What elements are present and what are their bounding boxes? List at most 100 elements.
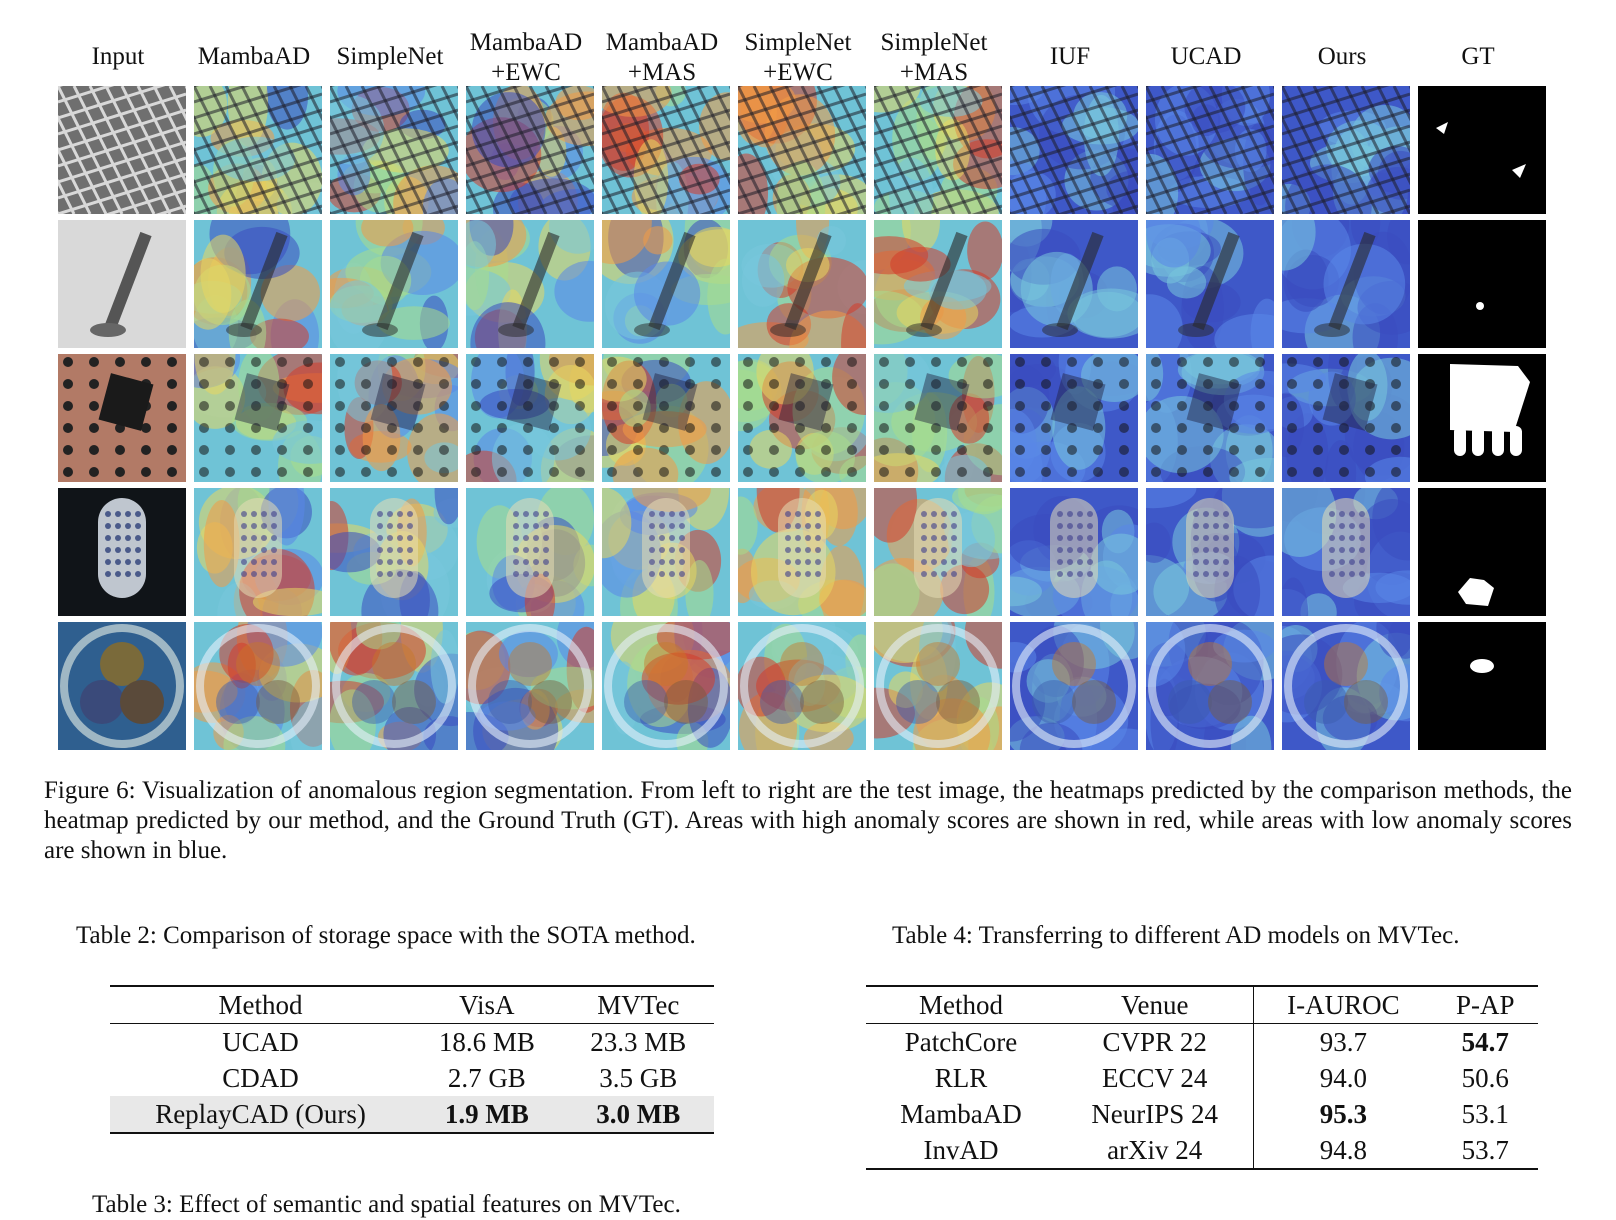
anomaly-heatmap <box>330 488 458 616</box>
table4-header: Venue <box>1056 986 1255 1024</box>
anomaly-heatmap <box>738 622 866 750</box>
anomaly-heatmap <box>874 354 1002 482</box>
anomaly-heatmap <box>466 488 594 616</box>
anomaly-heatmap-graphic <box>602 622 730 750</box>
anomaly-heatmap-graphic <box>466 622 594 750</box>
anomaly-heatmap <box>194 622 322 750</box>
anomaly-heatmap-graphic <box>1146 488 1274 616</box>
anomaly-heatmap <box>1146 354 1274 482</box>
anomaly-heatmap <box>330 622 458 750</box>
table2-header: MVTec <box>562 986 714 1024</box>
anomaly-heatmap-graphic <box>1282 488 1410 616</box>
table2-header: VisA <box>411 986 563 1024</box>
anomaly-heatmap <box>1282 622 1410 750</box>
ground-truth-mask <box>1418 86 1546 214</box>
anomaly-heatmap <box>330 220 458 348</box>
anomaly-heatmap <box>466 86 594 214</box>
anomaly-heatmap <box>1010 622 1138 750</box>
table-cell: 50.6 <box>1461 1062 1509 1093</box>
anomaly-heatmap-graphic <box>1282 220 1410 348</box>
anomaly-heatmap <box>1146 622 1274 750</box>
anomaly-heatmap <box>602 86 730 214</box>
anomaly-heatmap <box>1010 488 1138 616</box>
anomaly-heatmap-graphic <box>1146 622 1274 750</box>
table-row: CDAD 2.7 GB 3.5 GB <box>110 1060 714 1096</box>
anomaly-heatmap-graphic <box>1010 86 1138 214</box>
col-header-input: Input <box>91 43 145 70</box>
input-image <box>58 354 186 482</box>
table-cell-bold: 54.7 <box>1461 1026 1509 1057</box>
anomaly-heatmap-graphic <box>194 354 322 482</box>
anomaly-heatmap <box>466 220 594 348</box>
anomaly-heatmap-graphic <box>874 488 1002 616</box>
anomaly-heatmap-graphic <box>194 220 322 348</box>
table-cell: arXiv 24 <box>1056 1132 1255 1169</box>
anomaly-heatmap <box>330 354 458 482</box>
anomaly-heatmap-graphic <box>466 86 594 214</box>
anomaly-heatmap <box>1282 488 1410 616</box>
col-header-line: SimpleNet <box>744 29 852 56</box>
anomaly-heatmap-graphic <box>738 488 866 616</box>
anomaly-heatmap <box>738 86 866 214</box>
anomaly-heatmap <box>1282 354 1410 482</box>
anomaly-heatmap <box>1010 86 1138 214</box>
ground-truth-mask <box>1418 354 1546 482</box>
anomaly-heatmap <box>602 220 730 348</box>
input-image <box>58 488 186 616</box>
anomaly-heatmap-graphic <box>330 220 458 348</box>
ground-truth-mask <box>1418 622 1546 750</box>
anomaly-heatmap <box>738 488 866 616</box>
anomaly-heatmap-graphic <box>1010 622 1138 750</box>
table-cell-bold: 3.0 MB <box>562 1096 714 1133</box>
table-cell: 93.7 <box>1319 1026 1368 1057</box>
ground-truth-mask-graphic <box>1418 220 1546 348</box>
anomaly-heatmap-graphic <box>466 354 594 482</box>
input-image-graphic <box>58 622 186 750</box>
input-image-graphic <box>58 488 186 616</box>
table-row-highlighted: ReplayCAD (Ours) 1.9 MB 3.0 MB <box>110 1096 714 1133</box>
ground-truth-mask-graphic <box>1418 354 1546 482</box>
anomaly-heatmap-graphic <box>738 220 866 348</box>
anomaly-heatmap <box>1282 86 1410 214</box>
table-cell: UCAD <box>222 1026 299 1057</box>
anomaly-heatmap-graphic <box>194 622 322 750</box>
table4-caption: Table 4: Transferring to different AD mo… <box>892 922 1460 949</box>
input-image <box>58 220 186 348</box>
table-cell: 53.7 <box>1461 1134 1509 1165</box>
anomaly-heatmap <box>602 354 730 482</box>
col-header-line: +EWC <box>491 59 561 86</box>
ground-truth-mask <box>1418 220 1546 348</box>
table-cell: CDAD <box>222 1062 299 1093</box>
table-cell: 94.8 <box>1319 1134 1368 1165</box>
col-header-ucad: UCAD <box>1170 43 1242 70</box>
anomaly-heatmap <box>738 354 866 482</box>
col-header-simplenet: SimpleNet <box>336 43 444 70</box>
anomaly-heatmap-graphic <box>738 354 866 482</box>
col-header-line: +MAS <box>627 59 697 86</box>
anomaly-heatmap-graphic <box>1010 488 1138 616</box>
table-cell: RLR <box>934 1062 988 1093</box>
figure-caption: Figure 6: Visualization of anomalous reg… <box>44 777 1572 864</box>
anomaly-heatmap <box>874 622 1002 750</box>
table3-caption-partial: Table 3: Effect of semantic and spatial … <box>92 1191 681 1218</box>
anomaly-heatmap <box>602 488 730 616</box>
anomaly-heatmap <box>194 86 322 214</box>
table-cell: 2.7 GB <box>447 1062 526 1093</box>
col-header-line: MambaAD <box>469 29 583 56</box>
anomaly-heatmap-graphic <box>738 86 866 214</box>
input-image <box>58 622 186 750</box>
table-row: RLR ECCV 24 94.0 50.6 <box>866 1060 1538 1096</box>
anomaly-heatmap-graphic <box>602 354 730 482</box>
table-cell: MambaAD <box>900 1098 1022 1129</box>
anomaly-heatmap-graphic <box>330 622 458 750</box>
anomaly-heatmap-graphic <box>1010 354 1138 482</box>
anomaly-heatmap-graphic <box>1282 86 1410 214</box>
anomaly-heatmap <box>194 354 322 482</box>
input-image-graphic <box>58 354 186 482</box>
anomaly-heatmap-graphic <box>1282 354 1410 482</box>
col-header-mambaad-mas: MambaAD +MAS <box>592 28 732 88</box>
col-header-simplenet-mas: SimpleNet +MAS <box>864 28 1004 88</box>
anomaly-heatmap-graphic <box>330 354 458 482</box>
anomaly-heatmap-graphic <box>874 354 1002 482</box>
table-cell: 18.6 MB <box>438 1026 535 1057</box>
